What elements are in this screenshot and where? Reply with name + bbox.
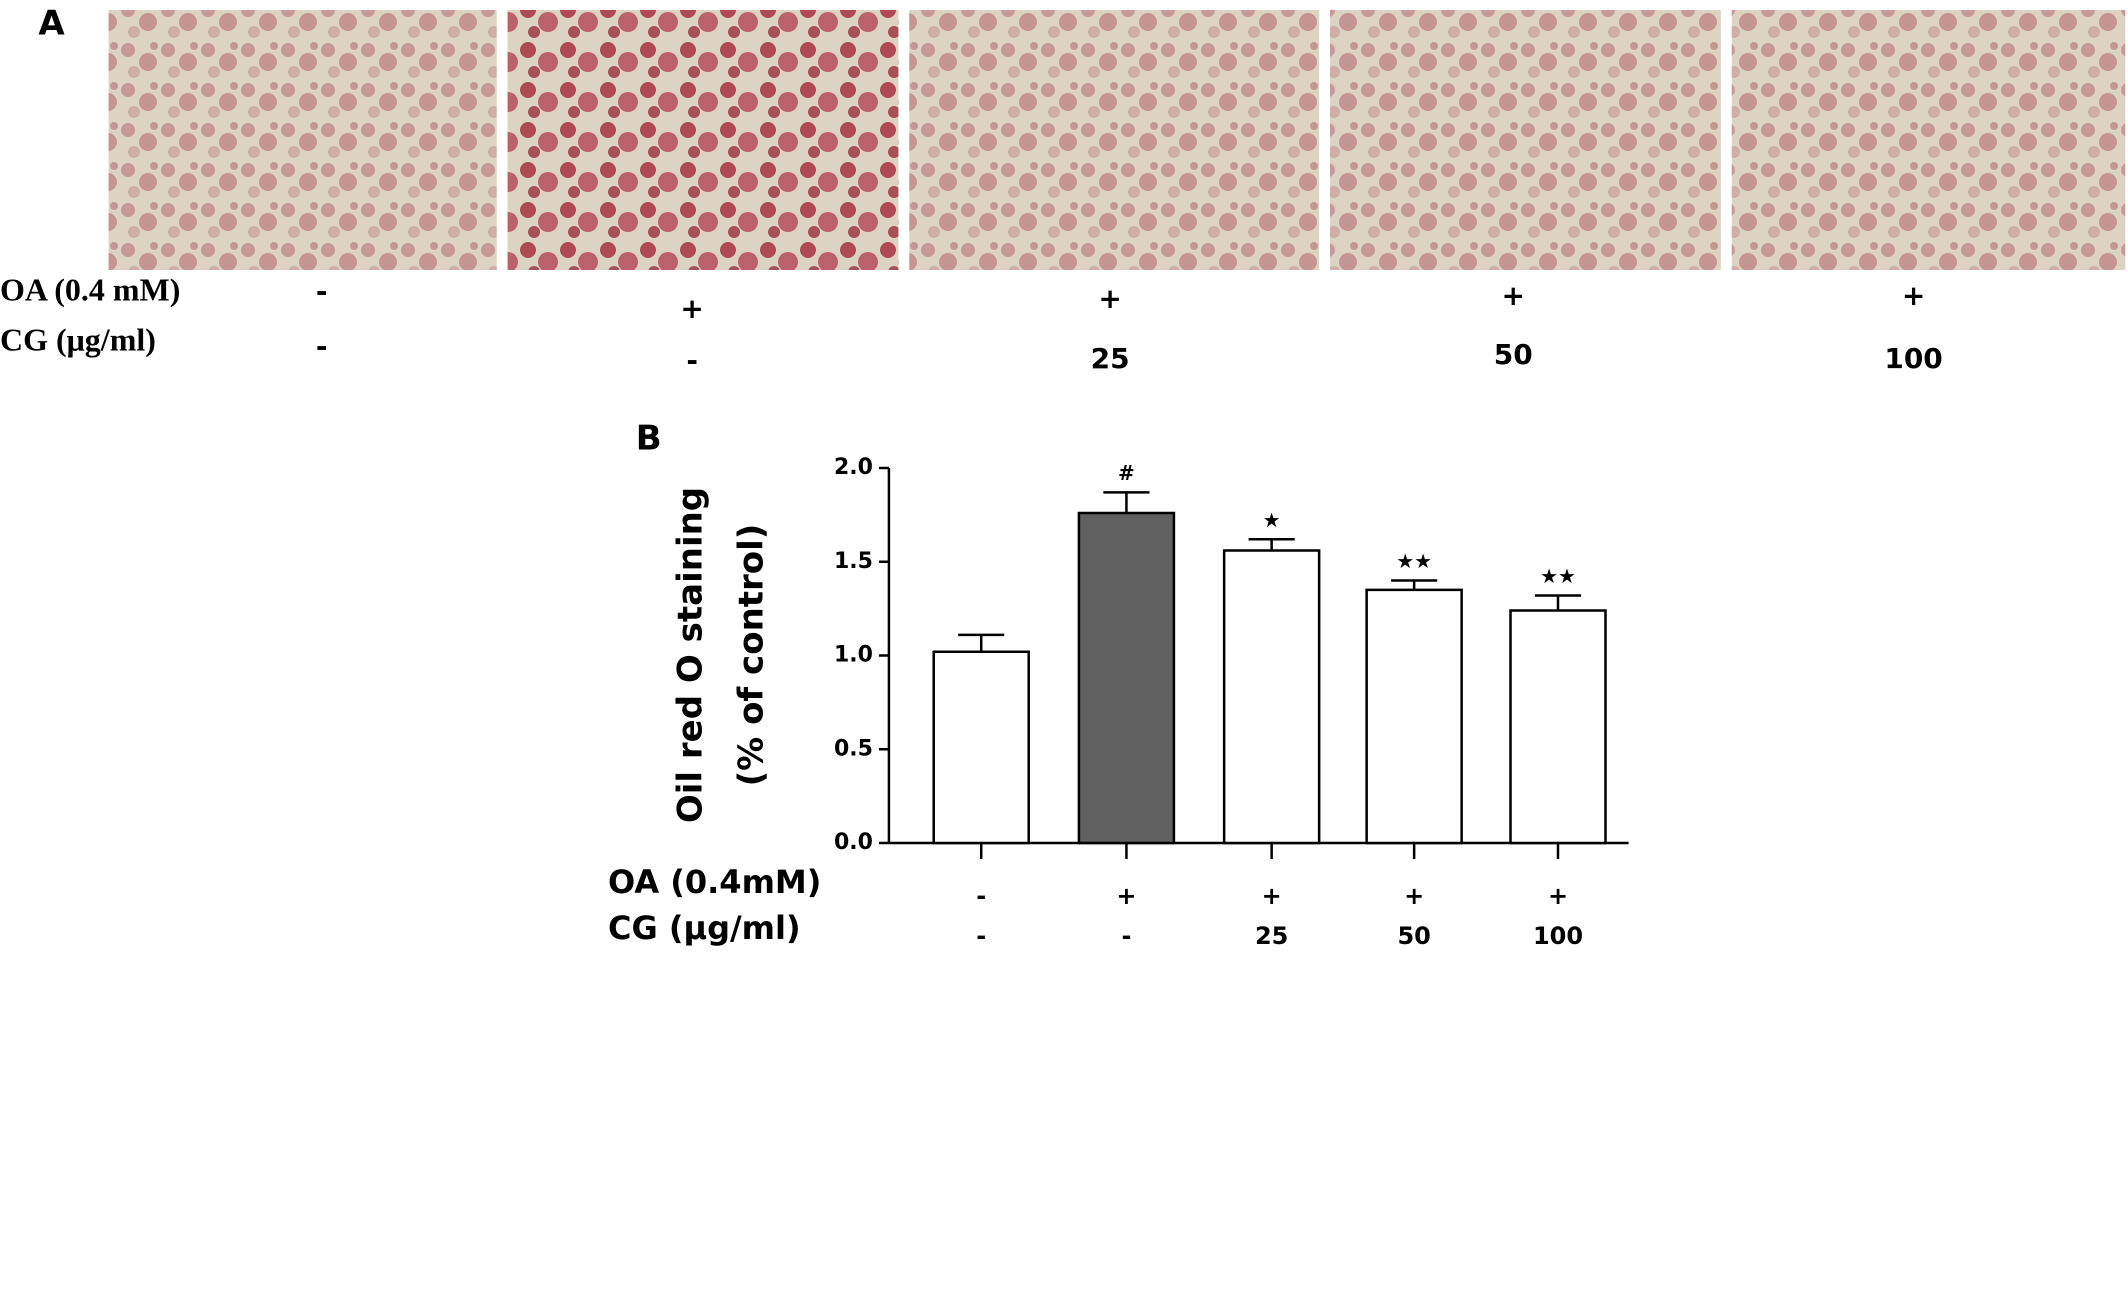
- cg-value: 50: [1494, 338, 1533, 371]
- cg-value: -: [1121, 922, 1131, 950]
- panel-label: A: [38, 4, 65, 44]
- bar: [1509, 609, 1607, 845]
- oa-value: +: [1262, 882, 1282, 910]
- cg-value: -: [686, 344, 698, 377]
- y-tick-label: 2.0: [834, 455, 873, 480]
- y-tick-label: 1.5: [834, 549, 873, 574]
- panel-label: B: [636, 419, 662, 459]
- cg-value: -: [976, 922, 986, 950]
- y-axis-label: Oil red O staining: [671, 487, 711, 823]
- micrograph-stain: [1731, 10, 2126, 270]
- row-label: CG (μg/ml): [0, 321, 156, 357]
- significance-mark: #: [1118, 461, 1135, 485]
- oa-value: +: [1404, 882, 1424, 910]
- y-tick-label: 0.5: [834, 736, 873, 761]
- row-label: OA (0.4 mM): [0, 271, 180, 307]
- oa-value: -: [316, 275, 328, 308]
- oa-value: -: [976, 882, 986, 910]
- oa-value: +: [1116, 882, 1136, 910]
- cg-value: 100: [1884, 342, 1942, 375]
- micrograph-stain: [909, 10, 1320, 270]
- micrograph-stain: [507, 10, 899, 270]
- micrograph-stain: [108, 10, 497, 270]
- cg-value: 100: [1533, 922, 1583, 950]
- oa-value: +: [1902, 279, 1925, 312]
- oa-value: +: [680, 292, 703, 325]
- cg-value: 25: [1091, 342, 1130, 375]
- y-tick-label: 1.0: [834, 643, 873, 668]
- significance-mark: ★★: [1396, 549, 1432, 573]
- bar: [1365, 588, 1463, 845]
- significance-mark: ★: [1263, 508, 1281, 532]
- oa-value: +: [1548, 882, 1568, 910]
- significance-mark: ★★: [1540, 564, 1576, 588]
- cg-value: 50: [1397, 922, 1430, 950]
- bar: [932, 650, 1030, 845]
- bar: [1077, 511, 1176, 845]
- cg-value: 25: [1255, 922, 1288, 950]
- y-tick-label: 0.0: [834, 830, 873, 855]
- row-label: OA (0.4mM): [608, 863, 821, 901]
- row-label: CG (μg/ml): [608, 909, 801, 947]
- micrograph-stain: [1330, 10, 1721, 270]
- y-axis-label: (% of control): [732, 524, 772, 787]
- bar: [1222, 549, 1321, 845]
- oa-value: +: [1098, 282, 1121, 315]
- oa-value: +: [1501, 279, 1524, 312]
- cg-value: -: [316, 330, 328, 363]
